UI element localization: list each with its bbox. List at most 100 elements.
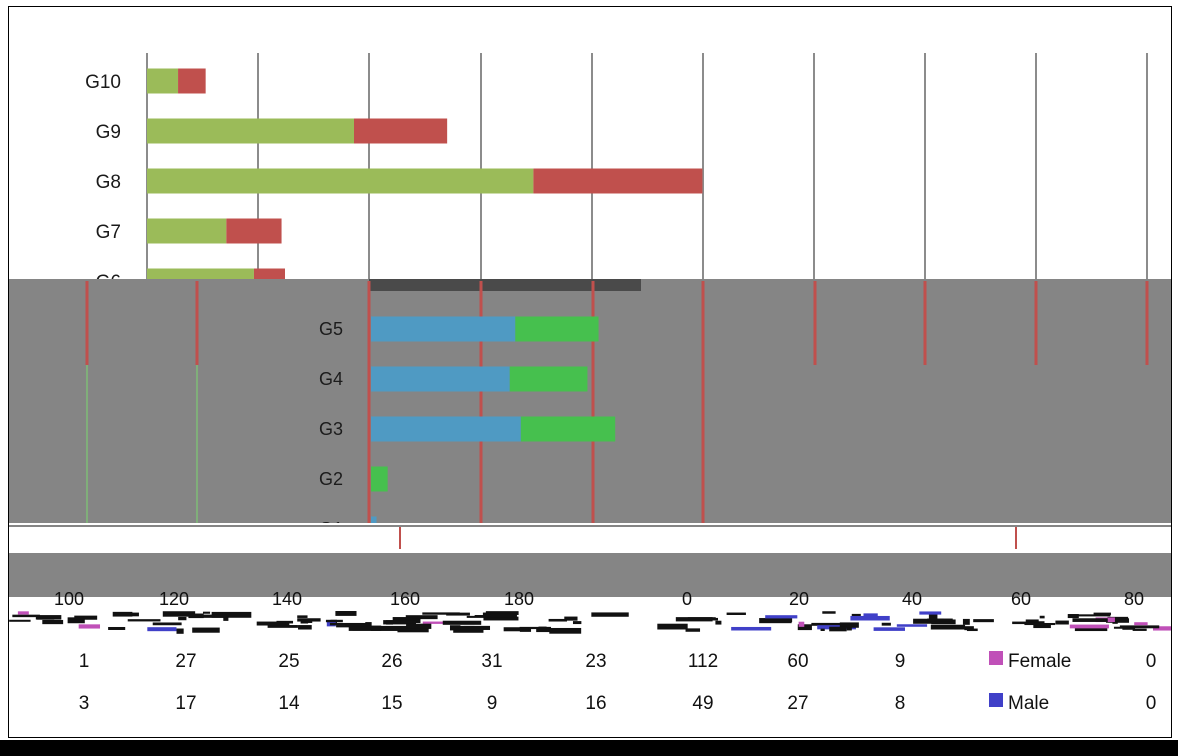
dark-strip [369,279,641,291]
glitch-pixel [127,619,161,622]
male-legend-swatch [989,693,1003,707]
glitch-pixel [223,616,229,621]
upper-category-label: G9 [96,122,121,143]
glitch-pixel [67,617,85,624]
glitch-pixel [449,625,461,631]
x-tick-label: 0 [682,589,692,609]
glitch-pixel [298,625,312,630]
glitch-pixel [422,621,444,624]
glitch-pixel [1077,614,1111,617]
glitch-pixel [927,618,953,622]
table-cell: 1 [79,651,90,672]
glitch-pixel [1132,628,1147,631]
x-tick-label: 180 [504,589,534,609]
glitch-pixel [392,617,418,622]
glitch-pixel [519,626,552,630]
x-tick-label: 20 [789,589,809,609]
glitch-pixel [9,619,31,622]
glitch-pixel [820,628,825,632]
glitch-pixel [348,625,382,631]
glitch-pixel [759,618,792,624]
glitch-pixel [964,626,974,631]
glitch-pixel [35,615,62,620]
lower-category-label: G4 [319,369,343,389]
glitch-pixel [112,611,133,617]
x-tick-label: 80 [1124,589,1144,609]
glitch-pixel [176,628,184,634]
glitch-pixel [881,622,891,626]
glitch-pixel [873,627,905,631]
lower-bar-green [515,316,599,342]
table-cell: 17 [175,693,196,714]
glitch-pixel [1037,621,1045,624]
glitch-pixel [383,620,417,625]
x-tick-label: 120 [159,589,189,609]
glitch-pixel [406,623,432,629]
glitch-pixel [1055,620,1069,625]
table-cell: 49 [692,693,713,714]
glitch-pixel [482,612,495,616]
lower-bar-blue [371,416,521,442]
legend-label: Male [1008,693,1049,714]
table-cell-last: 0 [1146,651,1157,672]
glitch-pixel [564,616,578,621]
table-cell: 8 [895,693,906,714]
g1-tick [399,527,401,549]
glitch-pixel [74,615,98,620]
glitch-pixel [548,618,567,622]
glitch-pixel [12,614,40,618]
glitch-pixel [973,619,994,623]
glitch-pixel [78,624,101,629]
table-cell: 27 [787,693,808,714]
data-table: 1 27 25 26 31 23 112 60 9 Female 0 3 17 14 15 9 16 49 27 8 M… [79,651,1157,714]
lower-bar-green [509,366,588,392]
glitch-pixel [549,627,582,634]
glitch-pixel [846,626,852,631]
glitch-pixel [657,623,688,630]
glitch-pixel [731,626,772,631]
table-cell: 112 [688,651,718,672]
chart-frame: G10G9G8G7G6 G5G4G3G2G1 10012014016018002… [8,6,1172,738]
x-tick-label: 140 [272,589,302,609]
bottom-bar [0,740,1178,756]
glitch-pixel [685,628,701,632]
glitch-pixel [453,627,484,633]
glitch-pixel [162,611,196,617]
upper-bar-green [147,168,534,194]
glitch-pixel [765,615,798,619]
lower-category-label: G3 [319,419,343,439]
glitch-pixel [202,611,211,614]
glitch-pixel [966,628,978,632]
glitch-pixel [1134,622,1148,626]
glitch-pixel [345,623,370,627]
lower-bar-blue [371,366,510,392]
upper-bar-red [533,168,703,194]
glitch-pixel [386,620,394,625]
legend-label: Female [1008,651,1071,672]
glitch-pixel [301,619,313,623]
lower-chart: G5G4G3G2G1 [9,281,1171,553]
glitch-pixel [178,616,187,621]
glitch-pixel [422,612,460,615]
glitch-pixel [1024,622,1056,626]
x-tick-label: 60 [1011,589,1031,609]
table-cell: 16 [585,693,606,714]
glitch-pixel [152,622,182,626]
table-cell: 25 [278,651,299,672]
glitch-pixel [123,612,139,617]
glitch-pixel [1153,626,1171,631]
glitch-pixel [483,616,519,621]
glitch-pixel [591,612,629,617]
upper-category-label: G10 [85,72,121,93]
glitch-pixel [726,612,746,615]
glitch-pixel [202,614,227,618]
table-cell: 15 [381,693,402,714]
table-cell: 27 [175,651,196,672]
glitch-pixel [1093,612,1111,615]
x-tick-label: 40 [902,589,922,609]
lower-category-label: G5 [319,319,343,339]
table-cell: 23 [585,651,606,672]
lower-bar-green [520,416,616,442]
glitch-pixel [572,621,582,625]
g1-occluder-edge [9,525,1171,527]
